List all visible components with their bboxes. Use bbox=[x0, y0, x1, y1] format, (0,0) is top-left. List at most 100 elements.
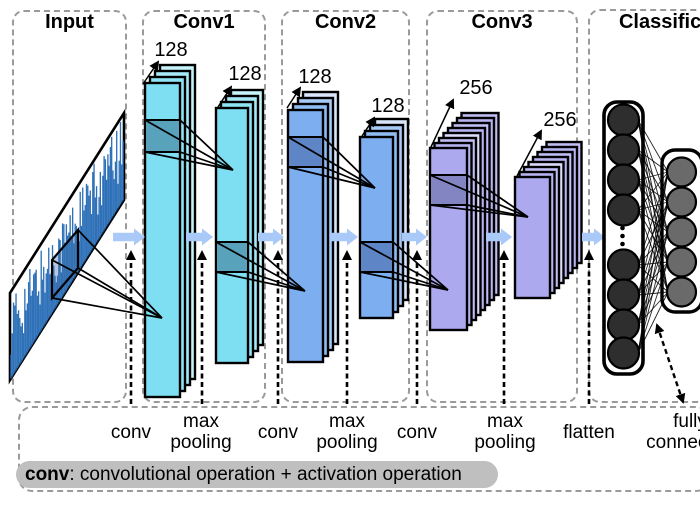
flow-arrow bbox=[186, 228, 213, 246]
ellipsis-dot bbox=[620, 225, 625, 231]
neuron bbox=[665, 156, 698, 188]
panel-conv1 bbox=[142, 10, 266, 403]
depth-arrow bbox=[286, 86, 302, 109]
fc-connection bbox=[637, 119, 669, 173]
flow-arrow bbox=[402, 228, 427, 246]
conv-line bbox=[287, 136, 376, 189]
conv-line bbox=[392, 271, 449, 291]
conv-line bbox=[466, 174, 529, 218]
panel-title-classification: Classification bbox=[618, 11, 700, 33]
panel-title-conv1: Conv1 bbox=[173, 11, 235, 33]
panel-input bbox=[12, 10, 127, 403]
operations-box bbox=[18, 406, 700, 492]
conv-line bbox=[322, 136, 376, 189]
panel-title-input: Input bbox=[45, 11, 94, 33]
conv1-stack2 bbox=[214, 88, 265, 365]
flow-arrows bbox=[113, 228, 605, 246]
panel-title-conv2: Conv2 bbox=[314, 11, 377, 33]
op-label-conv-2: conv bbox=[257, 421, 299, 443]
conv-line bbox=[466, 204, 529, 218]
conv-line bbox=[179, 119, 234, 171]
conv-line bbox=[247, 241, 306, 292]
conv-line bbox=[215, 241, 306, 292]
conv-projection-lines bbox=[144, 119, 234, 171]
conv-line bbox=[215, 271, 306, 292]
flow-arrow bbox=[486, 228, 512, 246]
conv-line bbox=[77, 229, 163, 319]
legend-term: conv bbox=[25, 463, 70, 485]
fc-connection bbox=[637, 149, 669, 173]
feature-map-sheet bbox=[358, 135, 395, 320]
conv-line bbox=[77, 267, 163, 319]
flow-arrow bbox=[113, 228, 145, 246]
neuron bbox=[606, 163, 641, 197]
conv3-stack2-count: 256 bbox=[543, 109, 577, 131]
op-label-flatten: flatten bbox=[563, 421, 615, 443]
convolution-lines bbox=[51, 119, 529, 319]
op-label-max-pooling-2: max pooling bbox=[316, 411, 378, 453]
conv-line bbox=[359, 241, 449, 291]
conv3-stack1 bbox=[428, 111, 500, 332]
conv2-stack1-patch bbox=[287, 136, 324, 168]
op-label-conv-3: conv bbox=[396, 421, 438, 443]
legend-definition: : convolutional operation + activation o… bbox=[69, 463, 462, 485]
neuron bbox=[606, 336, 641, 370]
conv2-stack1 bbox=[286, 90, 340, 364]
conv-line bbox=[247, 271, 306, 292]
conv-projection-lines bbox=[287, 136, 376, 189]
flow-arrow bbox=[330, 228, 358, 246]
neuron bbox=[606, 248, 641, 282]
ellipsis-dot bbox=[620, 233, 625, 239]
fc-connection bbox=[637, 201, 669, 354]
flow-arrow bbox=[582, 228, 605, 246]
conv-line bbox=[322, 166, 376, 189]
depth-arrow bbox=[361, 116, 376, 137]
conv-line bbox=[144, 151, 234, 171]
panel-classification bbox=[588, 9, 700, 403]
op-label-max-pooling-1: max pooling bbox=[170, 411, 232, 453]
conv3-stack1-patch bbox=[429, 174, 468, 206]
dense-layers bbox=[602, 100, 700, 376]
flow-arrow bbox=[258, 228, 284, 246]
panel-title-conv3: Conv3 bbox=[471, 11, 533, 33]
fc-connection bbox=[637, 171, 669, 211]
ellipsis-dot bbox=[620, 241, 625, 247]
input-signal-band bbox=[8, 108, 126, 385]
conv-projection-lines bbox=[215, 241, 306, 292]
conv-line bbox=[429, 174, 529, 218]
conv2-stack2-count: 128 bbox=[371, 95, 405, 117]
conv-line bbox=[51, 259, 163, 319]
conv-projection-lines bbox=[359, 241, 449, 291]
fc-connection bbox=[637, 291, 669, 354]
conv1-stack1-patch bbox=[144, 119, 181, 153]
conv1-stack1 bbox=[143, 63, 197, 399]
legend-pill: conv: convolutional operation + activati… bbox=[16, 461, 498, 488]
conv-line bbox=[287, 166, 376, 189]
conv2-stack1-count: 128 bbox=[298, 66, 332, 88]
op-label-conv-1: conv bbox=[110, 421, 152, 443]
fc-connection bbox=[637, 171, 669, 354]
depth-arrow bbox=[516, 129, 542, 177]
conv3-stack2 bbox=[513, 140, 583, 300]
depth-arrow bbox=[142, 60, 160, 85]
neuron bbox=[606, 133, 641, 167]
conv-projection-lines bbox=[51, 229, 163, 319]
conv1-stack2-count: 128 bbox=[228, 63, 262, 85]
conv-line bbox=[144, 119, 234, 171]
neuron bbox=[665, 216, 698, 248]
fully-connected-pointer bbox=[654, 323, 686, 404]
feature-map-stacks bbox=[142, 60, 583, 399]
conv-line bbox=[359, 271, 449, 291]
neuron bbox=[606, 103, 641, 137]
depth-arrow bbox=[217, 85, 233, 108]
feature-map-sheet bbox=[513, 175, 552, 300]
neuron bbox=[665, 276, 698, 308]
conv1-stack1-count: 128 bbox=[154, 39, 188, 61]
fc-connection bbox=[637, 171, 669, 181]
conv-line bbox=[179, 151, 234, 171]
op-label-max-pooling-3: max pooling bbox=[474, 411, 536, 453]
neuron bbox=[606, 308, 641, 342]
fc-connection bbox=[637, 261, 669, 354]
